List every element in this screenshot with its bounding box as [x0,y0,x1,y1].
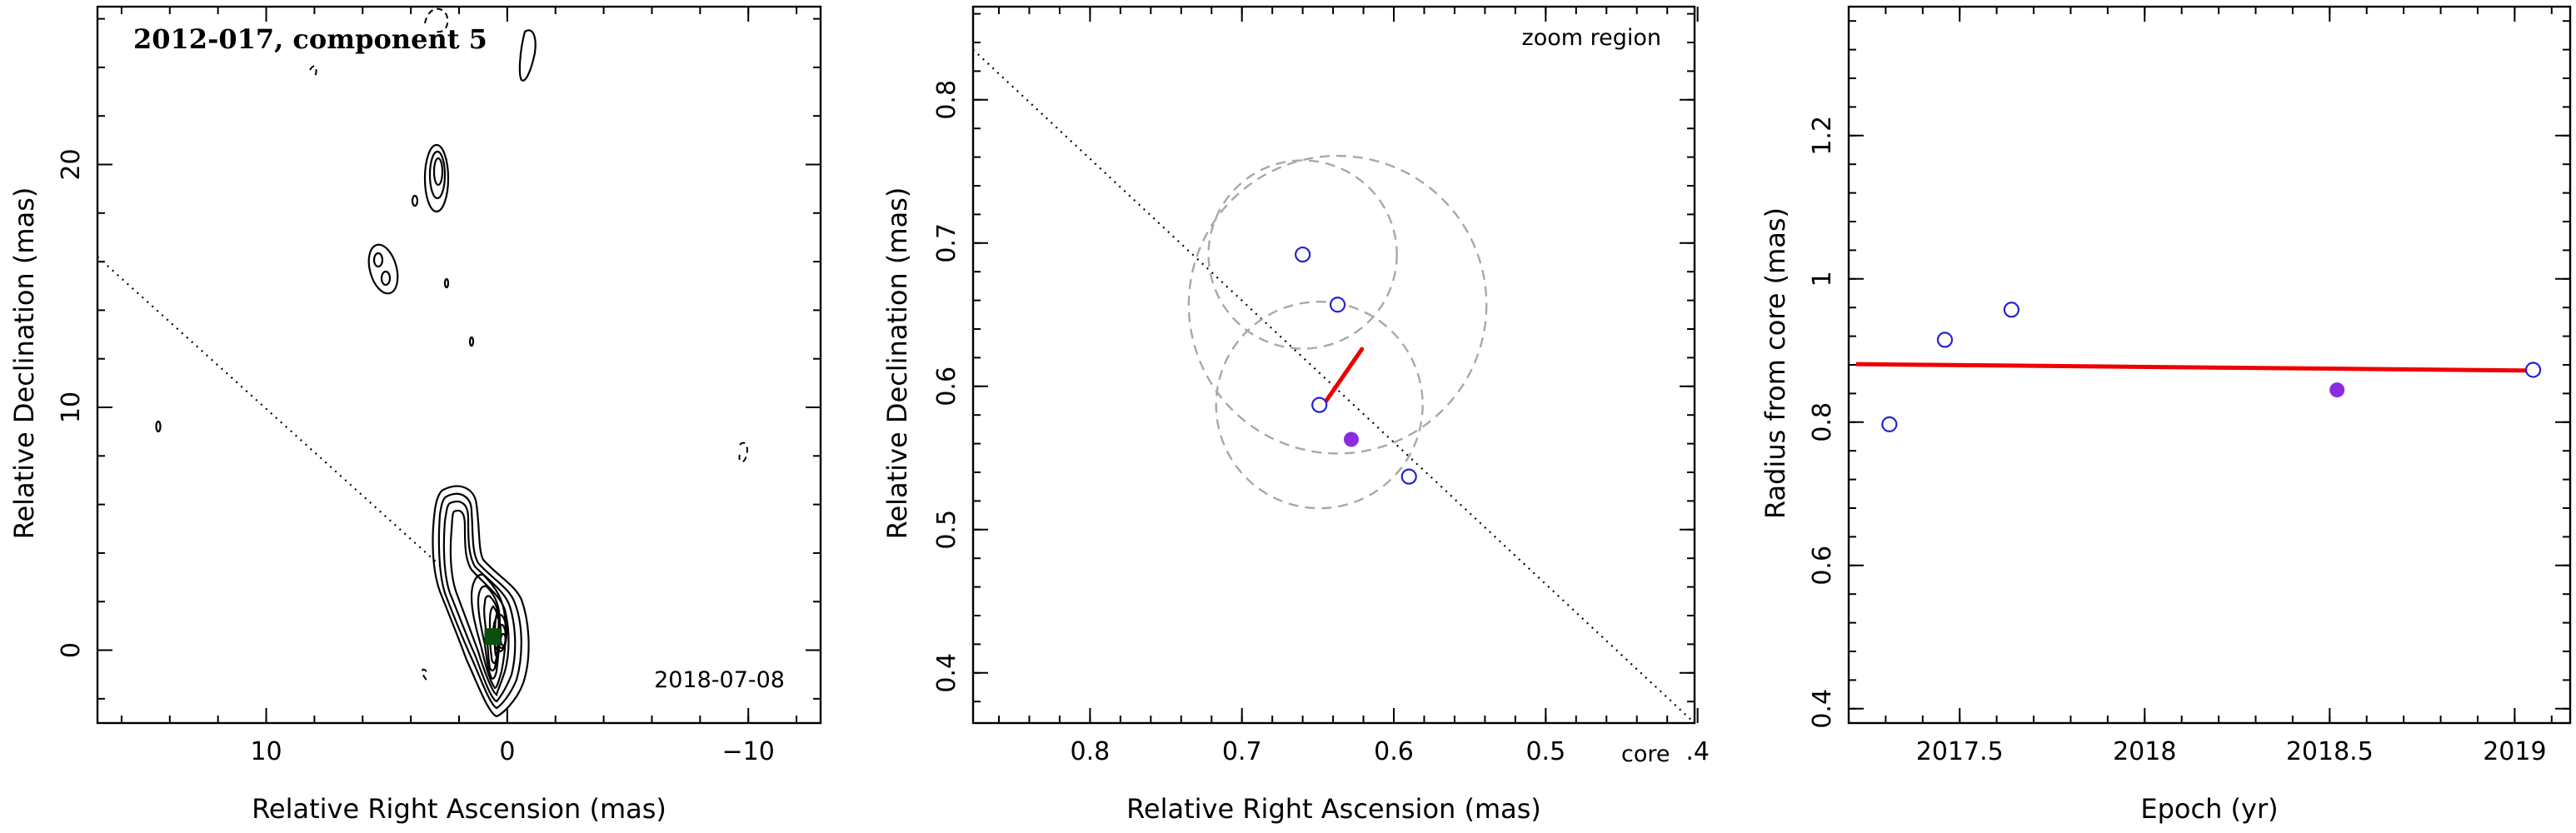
panel1-y-axis-label: Relative Declination (mas) [8,187,40,540]
knot-a-inner [432,157,444,187]
knot-c [518,29,537,82]
blob-2 [443,277,450,289]
x-tick-label: 0.7 [1222,737,1262,766]
blob-1 [411,194,419,207]
contour-map [155,7,748,718]
panel3-x-axis-label: Epoch (yr) [2140,793,2278,825]
y-tick-label: 0 [57,642,86,658]
uncertainty-circle [1215,300,1424,510]
fit-line [1855,362,2534,373]
panel3-points [1881,302,2542,432]
open-point [2524,362,2542,378]
neg-2 [309,65,317,77]
uncertainty-circles [1187,154,1488,510]
knot-b-inner-2 [380,270,392,287]
x-tick-label: 2018.5 [2286,737,2374,766]
open-point [1400,468,1417,485]
contour-2 [437,492,522,710]
epoch-date-label: 2018-07-08 [654,667,785,693]
y-tick-label: 20 [57,148,86,180]
panel3-frame [1847,5,2572,725]
uncertainty-circle [1187,154,1488,455]
y-tick-label: 0.5 [932,510,961,550]
open-point [1311,397,1328,413]
knot-a-mid [428,150,447,200]
component-5-marker [484,628,502,646]
y-tick-label: 0.6 [1808,546,1837,586]
panel-radius-vs-epoch: 2017.5 2018 2018.5 2019 0.4 0.6 0.8 1 1.2 Epoch … [1760,5,2572,825]
knot-contours [155,29,537,433]
x-tick-label: −10 [722,737,775,766]
panel2-points [1295,246,1417,485]
jet-direction-line [97,256,441,566]
open-point [2003,302,2020,318]
x-tick-label: 10 [250,737,282,766]
core-label: core [1621,741,1670,767]
y-tick-label: 0.6 [932,367,961,407]
neg-4 [738,441,748,463]
x-tick-label: 2017.5 [1916,737,2004,766]
neg-3 [422,668,429,682]
open-point [1881,416,1898,432]
panel2-y-axis-label: Relative Declination (mas) [881,187,913,540]
panel3-ticks: 2017.5 2018 2018.5 2019 0.4 0.6 0.8 1 1.2 [1808,7,2570,766]
panel-contour-map: 10 0 −10 0 10 20 [8,5,822,825]
x-tick-label: 0.8 [1071,737,1111,766]
panel2-x-axis-label: Relative Right Ascension (mas) [1126,793,1541,825]
panel1-x-axis-label: Relative Right Ascension (mas) [252,793,666,825]
uncertainty-circle [1207,159,1398,350]
velocity-vector-line [1317,347,1365,413]
y-tick-label: 0.4 [1808,689,1837,729]
panel-zoom-region: 0.8 0.7 0.6 0.5 .4 0.4 0.5 0.6 0.7 0.8 zoom regio… [881,5,1710,825]
x-tick-label: 0.6 [1374,737,1414,766]
blob-3 [468,336,475,347]
zoom-region-label: zoom region [1522,25,1661,51]
knot-b-outer [367,243,399,295]
open-point [1936,332,1954,348]
y-tick-label: 0.7 [932,223,961,263]
panel2-ticks: 0.8 0.7 0.6 0.5 .4 0.4 0.5 0.6 0.7 0.8 [932,7,1710,766]
contour-4 [449,509,510,697]
contour-outer [432,485,530,718]
x-tick-label: 2018 [2113,737,2176,766]
fit-line-segment [1855,362,2534,373]
panel1-title: 2012-017, component 5 [133,23,487,55]
panel1-jet-line [97,256,441,566]
y-tick-label: 0.8 [932,80,961,120]
blob-4 [155,420,162,433]
x-tick-label: 2019 [2483,737,2546,766]
panel2-frame [971,5,1696,725]
open-point [1295,246,1311,263]
x-tick-label: 0 [499,737,515,766]
contour-12 [499,632,507,647]
y-tick-label: 10 [57,392,86,423]
filled-point [2329,382,2345,398]
y-tick-label: 1 [1808,271,1837,287]
core-jet-contours [432,485,530,718]
negative-contours [309,7,748,682]
y-tick-label: 1.2 [1808,116,1837,156]
panel3-y-axis-label: Radius from core (mas) [1760,207,1791,519]
knot-b-inner-1 [372,252,384,268]
x-tick-label: 0.5 [1525,737,1565,766]
y-tick-label: 0.4 [932,653,961,693]
contour-3 [442,500,517,703]
contour-5 [470,573,507,690]
filled-point [1343,431,1359,447]
velocity-vector [1317,347,1365,413]
open-point [1329,297,1346,313]
y-tick-label: 0.8 [1808,402,1837,442]
panel1-frame [96,5,822,725]
neg-1 [424,7,449,33]
knot-a-outer [423,143,450,213]
panel1-ticks: 10 0 −10 0 10 20 [57,7,821,766]
x-tick-label: .4 [1685,737,1710,766]
